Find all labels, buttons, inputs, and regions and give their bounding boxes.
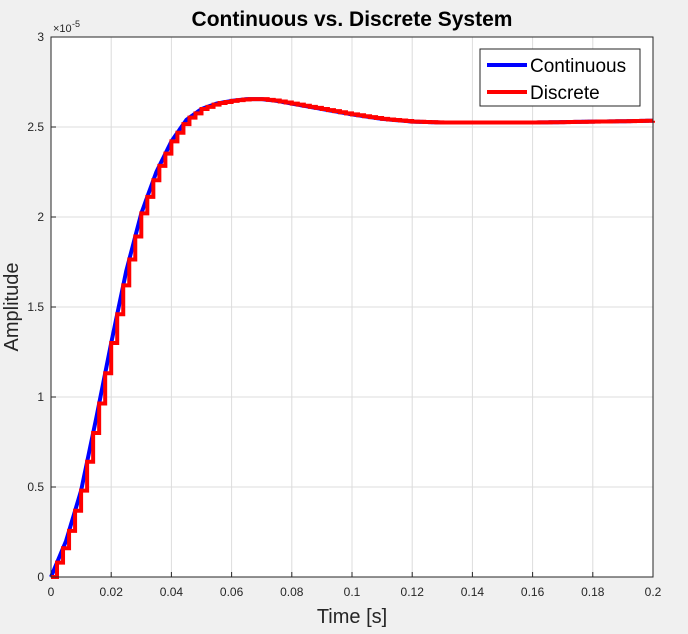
x-tick-label: 0.12: [401, 585, 425, 599]
legend-label-continuous: Continuous: [530, 56, 626, 77]
series-line-discrete: [51, 97, 655, 579]
x-tick-label: 0: [48, 585, 55, 599]
y-tick-label: 1.5: [27, 300, 44, 314]
legend-box: [479, 48, 641, 107]
y-tick-label: 2: [37, 210, 44, 224]
y-tick-label: 0.5: [27, 480, 44, 494]
x-tick-label: 0.1: [344, 585, 361, 599]
x-tick-label: 0.14: [461, 585, 485, 599]
y-axis-exponent-base: ×10: [53, 23, 72, 35]
x-tick-label: 0.2: [645, 585, 662, 599]
series-layer: [49, 97, 655, 579]
legend: Continuous Discrete: [479, 48, 641, 107]
y-axis-exponent-power: -5: [72, 19, 80, 29]
y-tick-label: 0: [37, 570, 44, 584]
x-tick-label: 0.16: [521, 585, 545, 599]
x-tick-label: 0.04: [160, 585, 184, 599]
chart-title: Continuous vs. Discrete System: [192, 8, 513, 31]
x-tick-label: 0.02: [100, 585, 124, 599]
x-tick-label: 0.08: [280, 585, 304, 599]
y-axis-label: Amplitude: [1, 263, 23, 352]
y-tick-label: 1: [37, 390, 44, 404]
y-tick-label: 3: [37, 30, 44, 44]
x-tick-label: 0.18: [581, 585, 605, 599]
x-axis-label: Time [s]: [317, 606, 387, 628]
x-tick-label: 0.06: [220, 585, 244, 599]
y-tick-label: 2.5: [27, 120, 44, 134]
legend-label-discrete: Discrete: [530, 83, 600, 104]
axes: 0 0.02 0.04 0.06 0.08 0.1 0.12 0.14 0.16 0.18 0.2 0…: [27, 30, 661, 599]
